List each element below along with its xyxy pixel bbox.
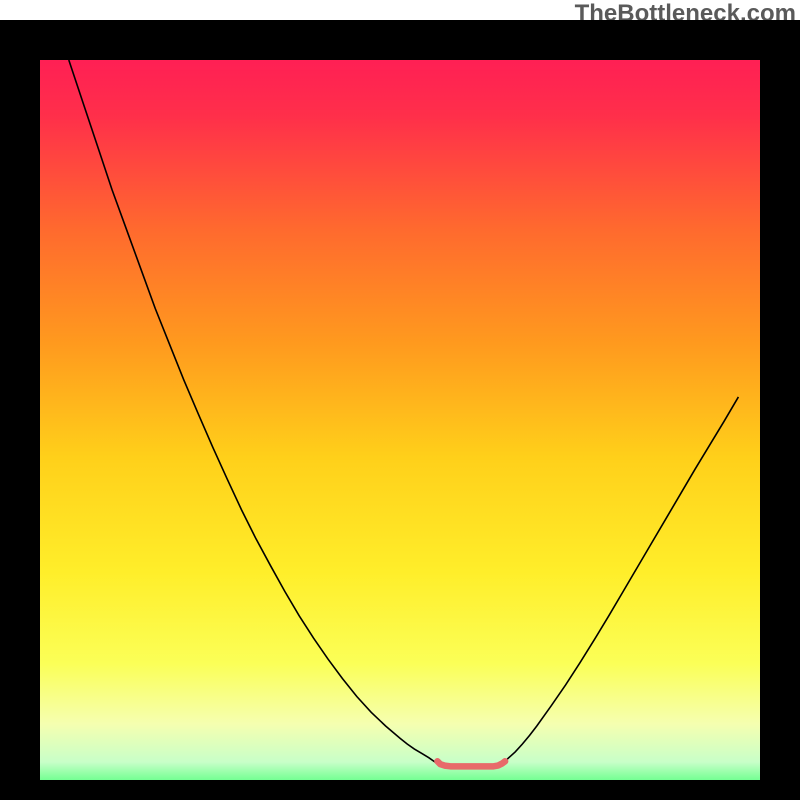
bottleneck-chart — [0, 20, 800, 800]
plot-background — [20, 40, 780, 800]
